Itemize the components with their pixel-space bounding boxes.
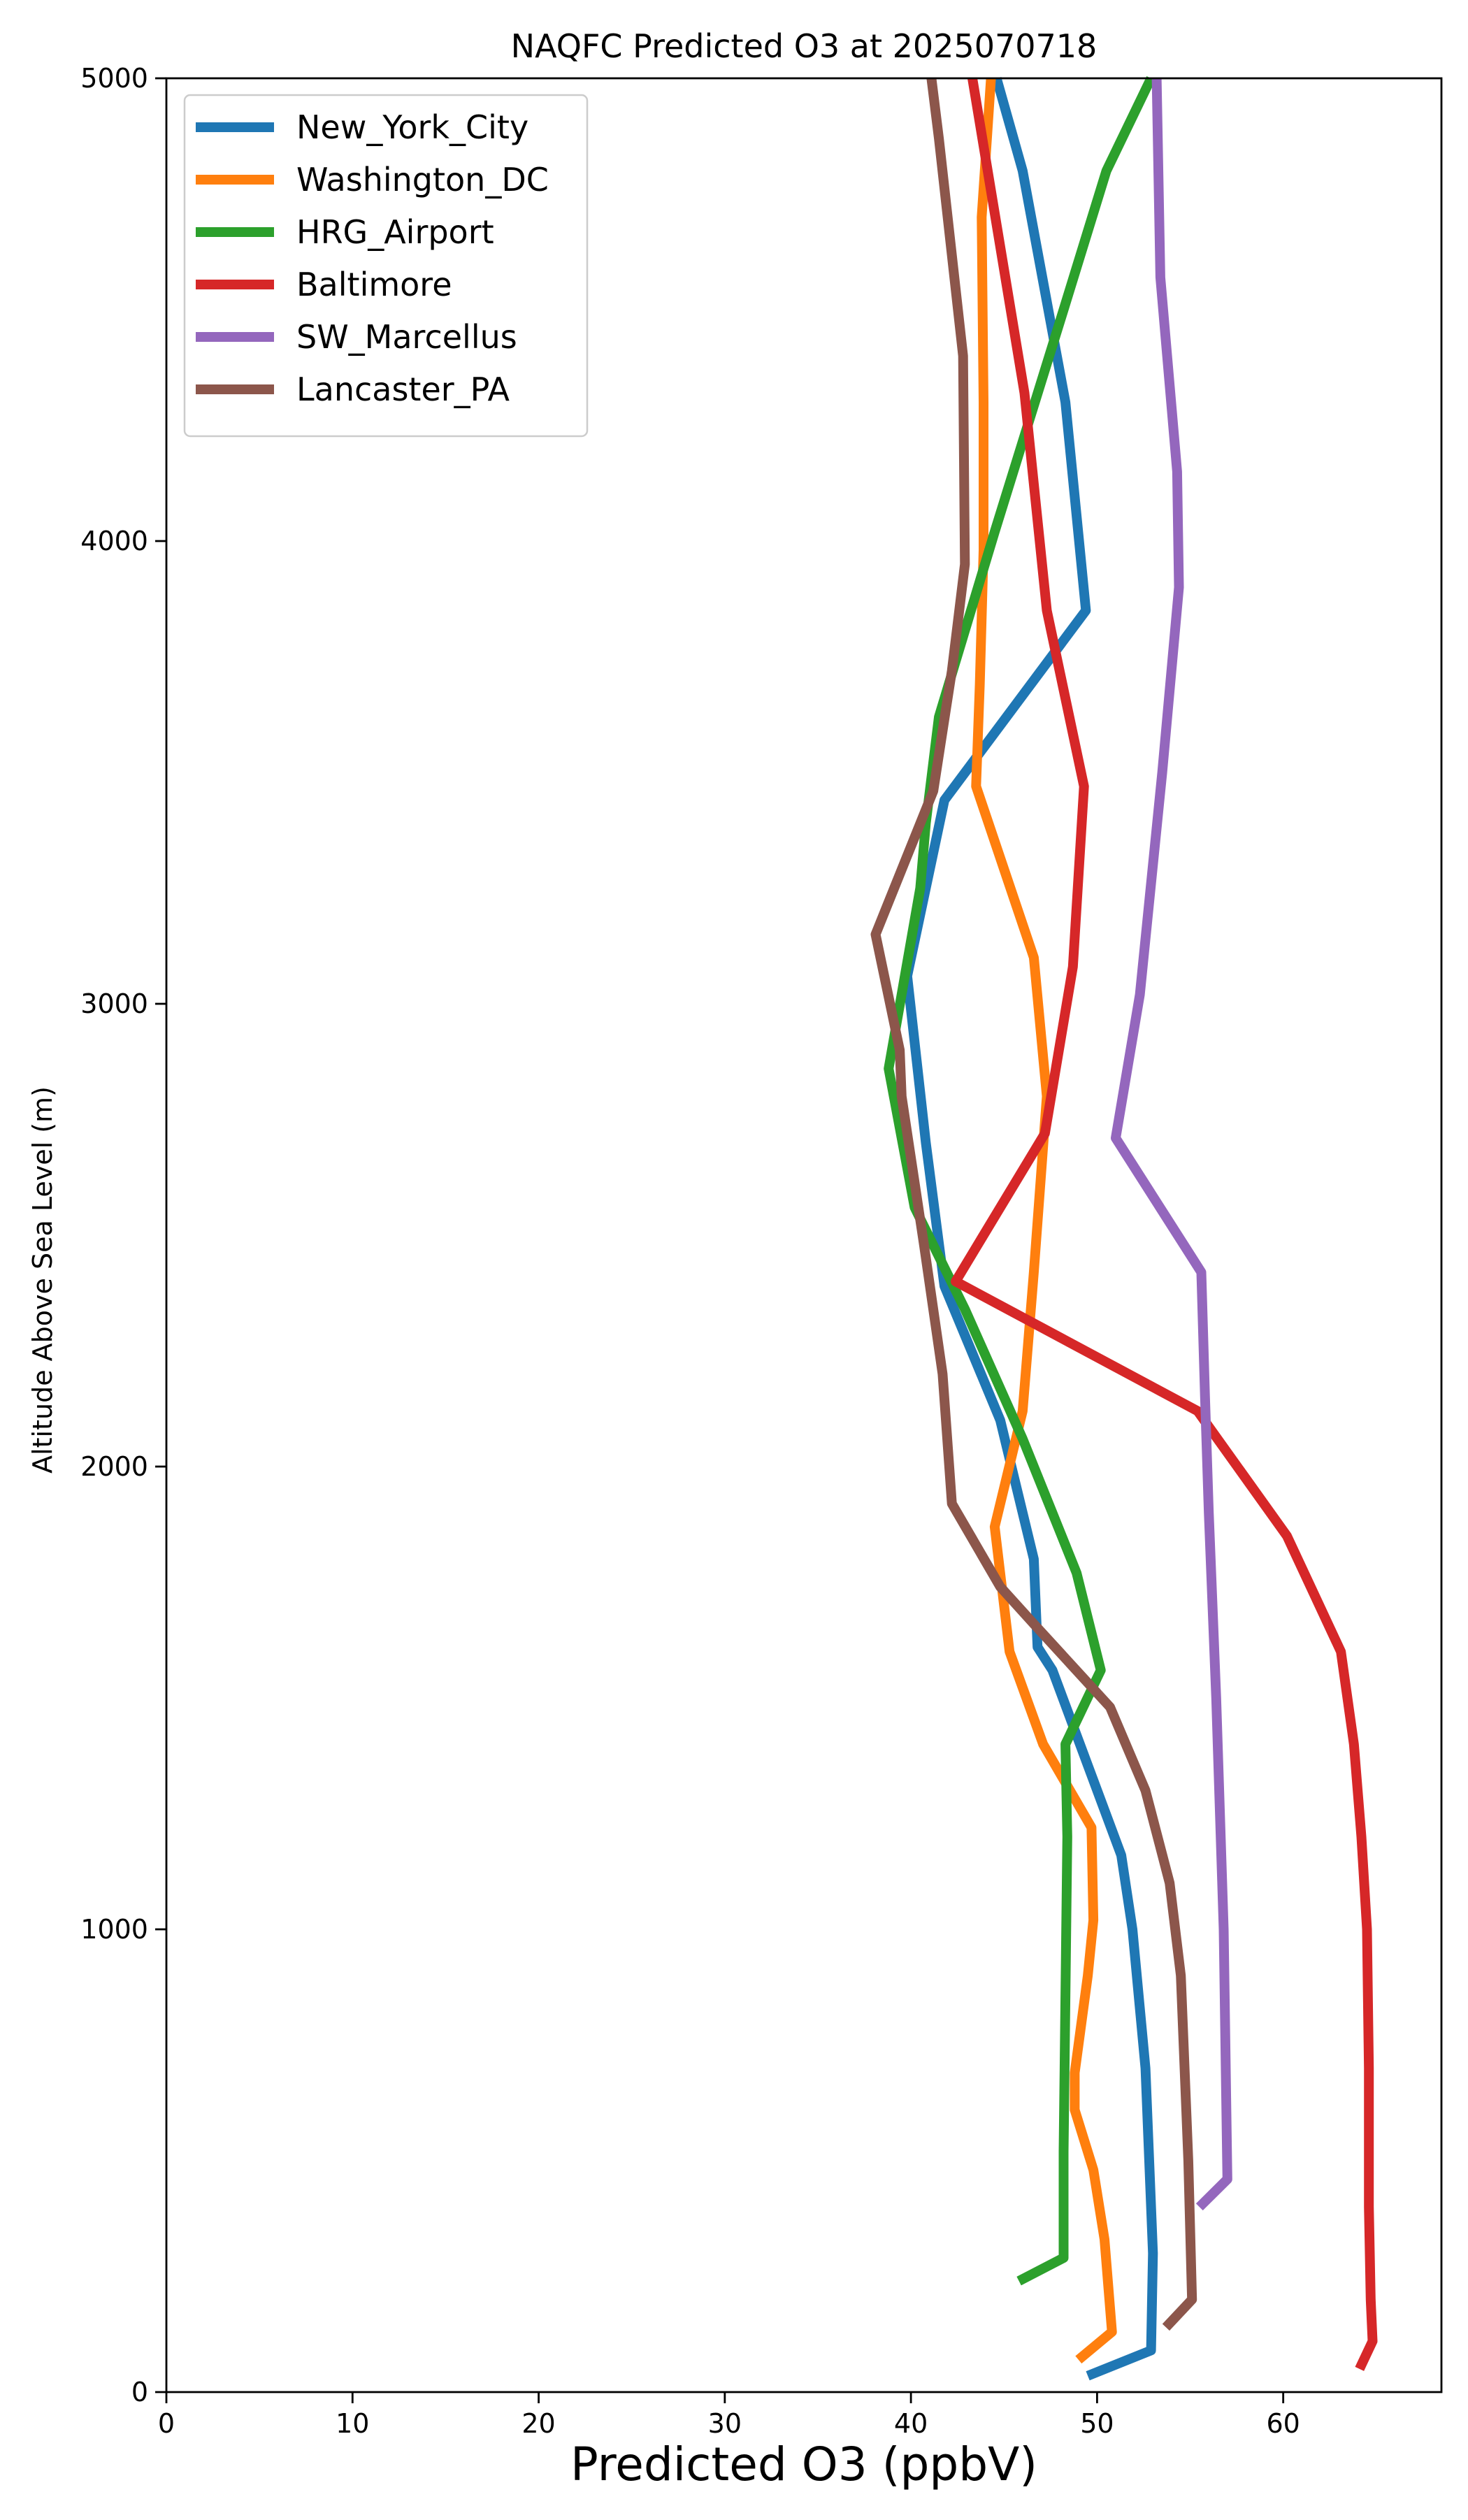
x-axis-label: Predicted O3 (ppbV): [570, 2438, 1037, 2491]
legend-label-lancaster-pa: Lancaster_PA: [296, 370, 510, 408]
legend-label-baltimore: Baltimore: [296, 266, 452, 303]
legend-box: [183, 94, 589, 438]
legend-label-new-york-city: New_York_City: [296, 108, 528, 146]
y-tick-label: 5000: [80, 63, 148, 94]
legend-label-sw-marcellus: SW_Marcellus: [296, 318, 517, 356]
x-tick-label: 50: [1080, 2408, 1114, 2439]
axis-ticks: 0 10 20 30 40 50 60 0 1000 2000 3000 4000 5000: [80, 63, 1300, 2439]
x-tick-label: 40: [894, 2408, 928, 2439]
series-line-new-york-city: [902, 77, 1158, 2381]
x-tick-label: 0: [158, 2408, 175, 2439]
plot-area-frame: [165, 77, 1443, 2393]
y-tick-label: 2000: [80, 1451, 148, 1482]
series-line-baltimore: [951, 77, 1378, 2371]
chart-title: NAQFC Predicted O3 at 2025070718: [511, 27, 1098, 65]
series-lines: [870, 75, 1378, 2381]
series-line-lancaster-pa: [870, 78, 1197, 2331]
legend-label-hrg-airport: HRG_Airport: [296, 213, 494, 251]
y-axis-label: Altitude Above Sea Level (m): [27, 1086, 58, 1474]
series-line-sw-marcellus: [1111, 78, 1232, 2211]
x-tick-label: 20: [521, 2408, 555, 2439]
y-tick-label: 1000: [80, 1914, 148, 1945]
x-tick-label: 60: [1266, 2408, 1300, 2439]
y-tick-label: 0: [131, 2377, 148, 2407]
legend-label-washington-dc: Washington_DC: [296, 161, 549, 199]
x-tick-label: 30: [708, 2408, 742, 2439]
legend: New_York_City Washington_DC HRG_Airport Bal…: [183, 94, 589, 438]
x-tick-label: 10: [336, 2408, 369, 2439]
y-tick-label: 3000: [80, 988, 148, 1019]
series-line-hrg-airport: [884, 75, 1156, 2286]
y-tick-label: 4000: [80, 526, 148, 556]
